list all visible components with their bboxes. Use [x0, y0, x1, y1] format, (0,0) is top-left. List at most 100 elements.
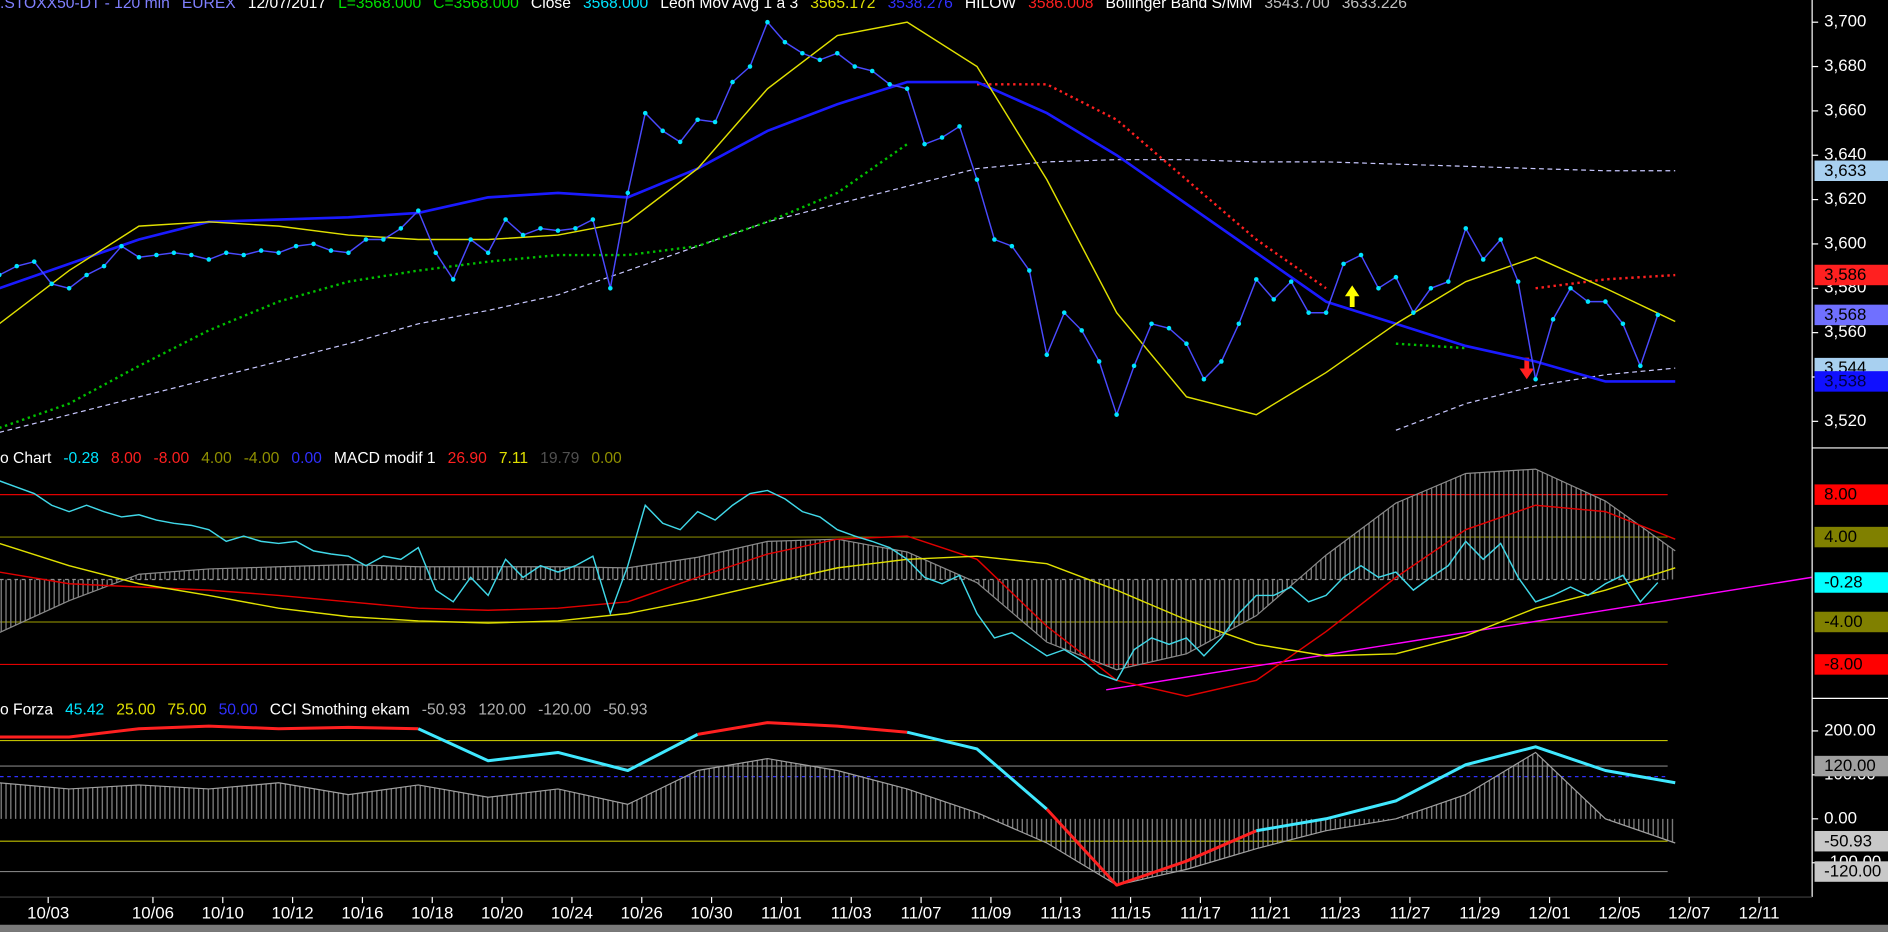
price-dot — [84, 272, 89, 278]
price-dot — [328, 248, 334, 253]
price-dot — [747, 64, 753, 69]
header-item: 45.42 — [65, 702, 104, 719]
header-item: 26.90 — [448, 450, 487, 467]
header-item: 3538.276 — [888, 0, 954, 12]
price-dot — [171, 250, 177, 256]
cci-line — [697, 721, 908, 736]
value-marker — [1814, 371, 1888, 392]
price-dot — [101, 263, 107, 269]
value-marker-label: -4.00 — [1824, 612, 1862, 631]
x-tick-label: 10/20 — [481, 903, 523, 922]
x-tick-label: 11/13 — [1040, 903, 1081, 922]
price-dot — [1550, 317, 1556, 322]
x-tick-label: 10/10 — [202, 903, 244, 922]
price-dot — [1446, 279, 1451, 284]
price-dot — [800, 50, 805, 56]
price-dot — [485, 250, 491, 256]
header-item: 0.00 — [291, 450, 322, 467]
price-dot — [1480, 257, 1486, 262]
x-tick-label: 11/17 — [1180, 903, 1221, 922]
price-dot — [782, 39, 788, 45]
value-marker-label: 8.00 — [1824, 485, 1857, 504]
price-dot — [538, 226, 543, 231]
header-item: Close — [531, 0, 571, 12]
y-tick-label: 3,560 — [1824, 322, 1866, 341]
header-item: o Chart — [0, 450, 52, 467]
price-dot — [223, 250, 229, 256]
value-marker-label: -120.00 — [1824, 862, 1881, 881]
price-dot — [939, 135, 945, 140]
value-marker-label: 3,568 — [1824, 305, 1866, 324]
price-dot — [311, 241, 316, 247]
price-dot — [660, 128, 665, 134]
price-dot — [625, 190, 631, 196]
header-item: HILOW — [965, 0, 1017, 12]
price-dot — [0, 272, 2, 278]
value-marker — [1814, 526, 1888, 548]
price-dot — [642, 110, 648, 116]
header-item: -50.93 — [603, 702, 648, 719]
price-dot — [608, 285, 613, 291]
price-dot — [1271, 297, 1277, 302]
header-item: o Forza — [0, 702, 53, 719]
x-tick-label: 11/27 — [1389, 903, 1430, 922]
header-item: Bollinger Band S/MM — [1105, 0, 1252, 12]
price-dot — [992, 237, 997, 242]
x-tick-label: 12/11 — [1739, 903, 1780, 922]
price-dot — [1411, 310, 1416, 315]
series-line — [1395, 367, 1676, 431]
price-dot — [957, 124, 962, 129]
header-item: 4.00 — [201, 450, 232, 467]
price-dot — [1096, 359, 1102, 364]
cci-line — [417, 727, 699, 773]
header-item: C=3568.000 — [433, 0, 519, 12]
x-tick-label: 10/18 — [411, 903, 453, 922]
series-line — [1106, 576, 1812, 691]
price-dot — [695, 117, 700, 123]
price-dot — [1341, 261, 1346, 267]
panel — [0, 721, 1676, 887]
price-dot — [1603, 299, 1608, 304]
value-marker — [1814, 484, 1888, 505]
y-tick-label: 3,680 — [1824, 56, 1866, 75]
header-item: Leon Mov Avg 1 a 3 — [660, 0, 798, 12]
y-tick-label: 3,660 — [1824, 100, 1866, 119]
series-line — [0, 480, 1659, 682]
price-dot — [1253, 277, 1259, 282]
price-dot — [1131, 363, 1137, 369]
header-item: .STOXX50-DT - 120 min — [0, 0, 170, 12]
header-item: 3543.700 — [1264, 0, 1330, 12]
price-dot — [1498, 237, 1503, 242]
price-dot — [293, 243, 299, 249]
price-dot — [887, 81, 892, 87]
price-dot — [1620, 321, 1626, 327]
price-dot — [1533, 376, 1538, 382]
y-tick-label: 3,620 — [1824, 189, 1866, 208]
price-dot — [1655, 312, 1661, 318]
value-marker-label: 4.00 — [1824, 527, 1857, 546]
histogram-area — [0, 469, 1676, 670]
header-item: -50.93 — [422, 702, 467, 719]
value-marker — [1814, 611, 1888, 633]
value-marker — [1814, 755, 1888, 777]
price-dot — [258, 248, 264, 253]
price-dot — [1428, 285, 1434, 291]
header-item: -120.00 — [538, 702, 591, 719]
header-item: 50.00 — [219, 702, 258, 719]
x-tick-label: 11/15 — [1110, 903, 1151, 922]
value-marker-label: -0.28 — [1824, 573, 1862, 592]
value-marker — [1814, 572, 1888, 593]
price-dot — [1638, 363, 1643, 369]
price-dot — [1114, 412, 1119, 417]
value-marker — [1814, 654, 1888, 675]
price-dot — [154, 252, 159, 258]
price-dot — [677, 139, 683, 145]
value-marker — [1814, 264, 1888, 286]
price-dot — [416, 208, 421, 213]
header-item: -4.00 — [244, 450, 280, 467]
price-dot — [817, 57, 823, 63]
price-dot — [904, 86, 910, 92]
header-item: -8.00 — [154, 450, 190, 467]
price-dot — [503, 217, 508, 222]
